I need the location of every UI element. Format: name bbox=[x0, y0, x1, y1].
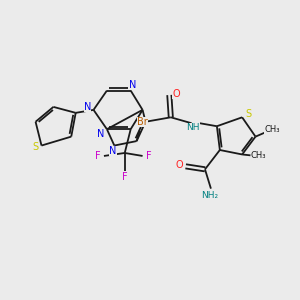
Text: S: S bbox=[246, 109, 252, 119]
Text: O: O bbox=[172, 88, 180, 98]
Text: CH₃: CH₃ bbox=[264, 125, 280, 134]
Text: NH₂: NH₂ bbox=[201, 191, 218, 200]
Text: N: N bbox=[84, 102, 91, 112]
Text: S: S bbox=[32, 142, 38, 152]
Text: F: F bbox=[146, 151, 151, 161]
Text: O: O bbox=[176, 160, 184, 170]
Text: Br: Br bbox=[137, 117, 148, 127]
Text: N: N bbox=[129, 80, 136, 90]
Text: F: F bbox=[95, 151, 101, 161]
Text: F: F bbox=[122, 172, 128, 182]
Text: N: N bbox=[97, 129, 104, 139]
Text: NH: NH bbox=[186, 123, 200, 132]
Text: N: N bbox=[109, 146, 116, 157]
Text: CH₃: CH₃ bbox=[251, 152, 266, 160]
